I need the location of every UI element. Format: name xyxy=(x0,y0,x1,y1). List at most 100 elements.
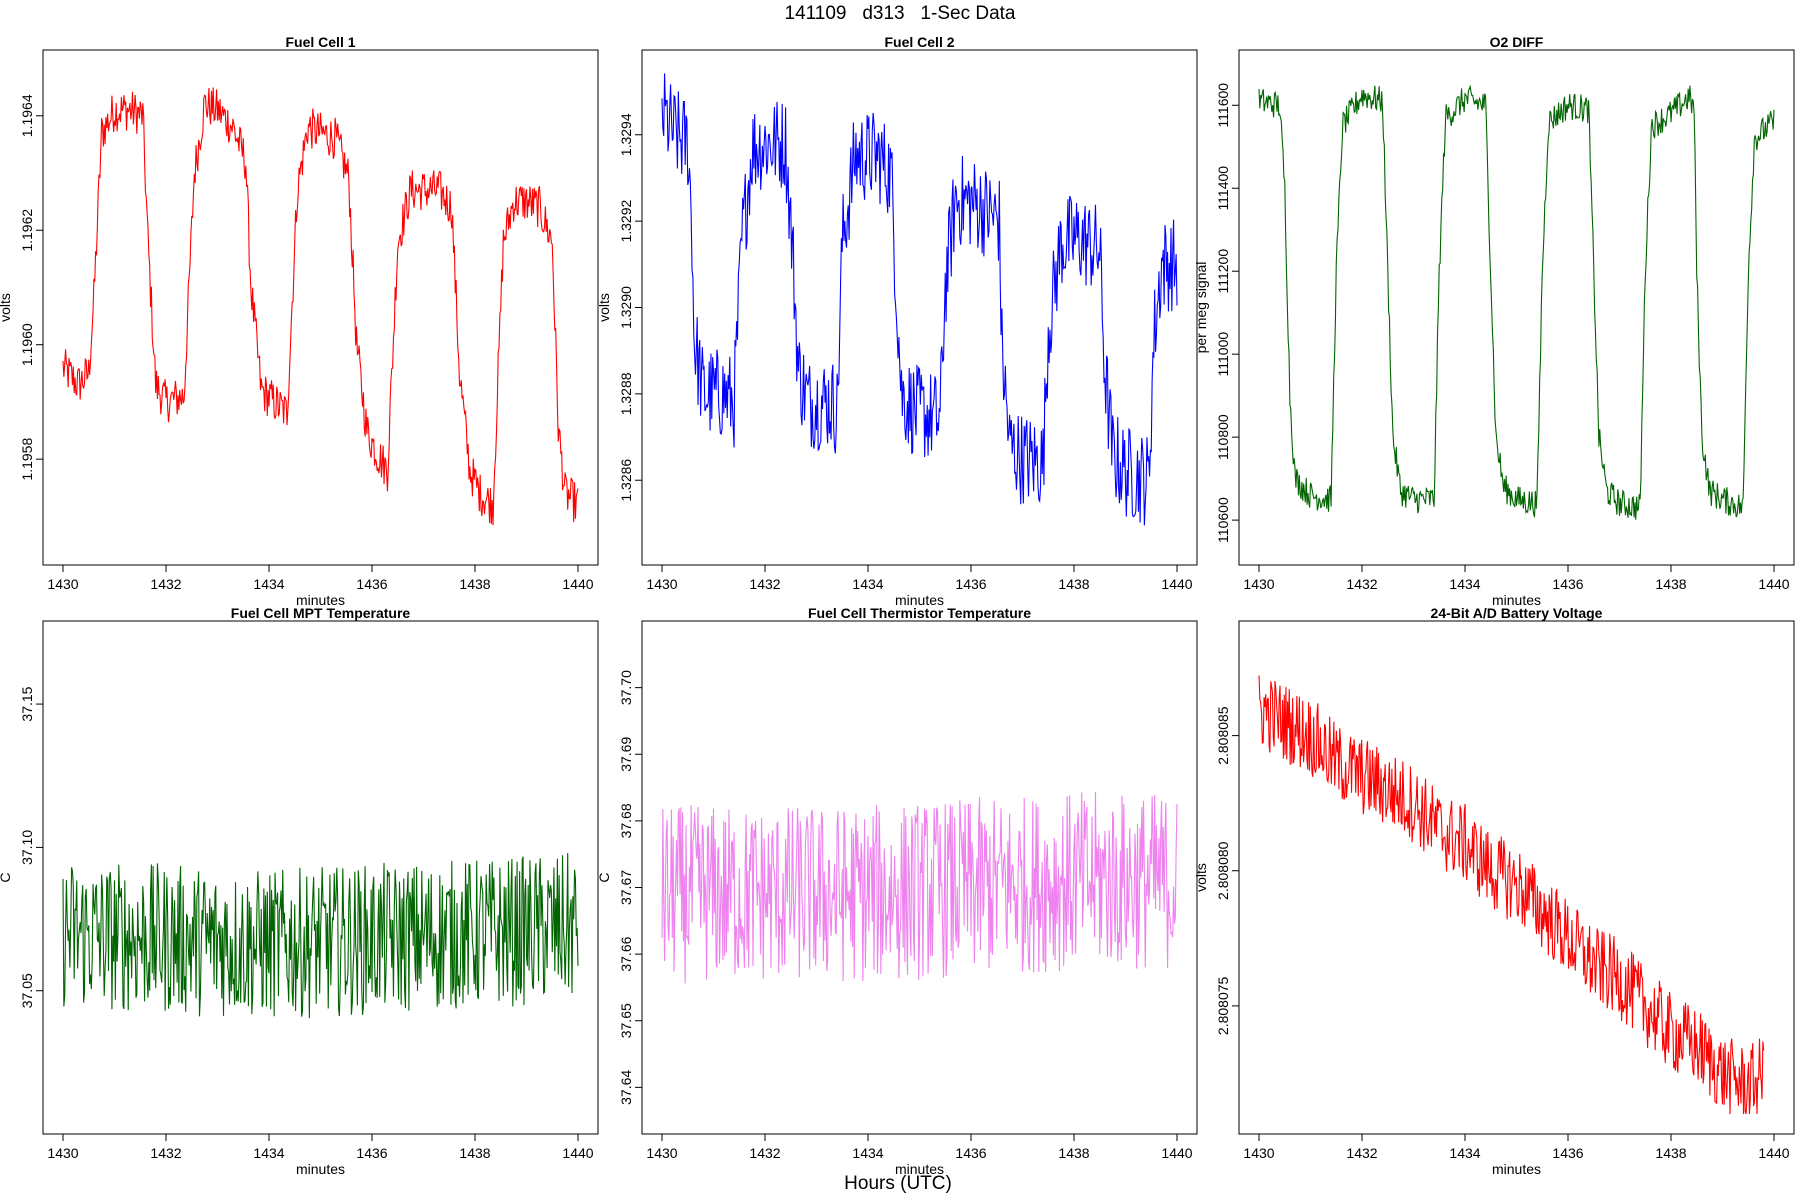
chart-5-ytick-label: 37.64 xyxy=(618,1070,634,1105)
chart-6-frame xyxy=(1238,620,1795,1135)
chart-6-ytick-label: 2.808075 xyxy=(1215,976,1231,1035)
chart-6-xtick-label: 1436 xyxy=(1552,1145,1583,1161)
chart-6-series-line xyxy=(1258,675,1765,1115)
chart-3-ytick-label: 110800 xyxy=(1215,414,1231,460)
chart-1: Fuel Cell 1 1430 1432 1434 1436 1438 1440 minut… xyxy=(0,34,599,608)
chart-5-ytick-label: 37.70 xyxy=(618,670,634,705)
outer-x-label: Hours (UTC) xyxy=(844,1173,952,1194)
chart-3-ytick-label: 111200 xyxy=(1215,249,1231,294)
chart-3-ytick-label: 111600 xyxy=(1215,83,1231,128)
chart-4-series-line xyxy=(62,853,579,1019)
chart-5-xtick-label: 1436 xyxy=(955,1145,986,1161)
chart-3-xtick-label: 1430 xyxy=(1243,576,1274,592)
chart-3-xlabel: minutes xyxy=(1492,592,1541,608)
chart-3-xtick-label: 1438 xyxy=(1655,576,1686,592)
chart-4-ytick-label: 37.10 xyxy=(19,830,35,865)
chart-6-xtick-label: 1430 xyxy=(1243,1145,1274,1161)
chart-3-ylabel: per meg signal xyxy=(1193,262,1209,354)
chart-2-xlabel: minutes xyxy=(895,592,944,608)
chart-4-frame xyxy=(42,620,599,1135)
chart-1-series-line xyxy=(62,87,579,526)
chart-2-xtick-label: 1438 xyxy=(1058,576,1089,592)
chart-3-title: O2 DIFF xyxy=(1490,34,1544,50)
chart-3-frame xyxy=(1238,49,1795,566)
chart-6-xtick-label: 1432 xyxy=(1346,1145,1377,1161)
chart-1-xtick-label: 1436 xyxy=(356,576,387,592)
chart-4-xtick-label: 1432 xyxy=(150,1145,181,1161)
chart-5-ytick-label: 37.66 xyxy=(618,936,634,971)
chart-3-xtick-label: 1440 xyxy=(1758,576,1789,592)
chart-5-ytick-label: 37.69 xyxy=(618,737,634,772)
chart-5: Fuel Cell Thermistor Temperature 1430 1432… xyxy=(596,605,1198,1177)
chart-6-ytick-label: 2.808085 xyxy=(1215,706,1231,765)
chart-4-xlabel: minutes xyxy=(296,1161,345,1177)
chart-6-title: 24-Bit A/D Battery Voltage xyxy=(1431,605,1603,621)
chart-6-xtick-label: 1440 xyxy=(1758,1145,1789,1161)
chart-4: Fuel Cell MPT Temperature 1430 1432 1434 143… xyxy=(0,605,599,1177)
chart-1-xtick-label: 1432 xyxy=(150,576,181,592)
chart-3: O2 DIFF 1430 1432 1434 1436 1438 1440 minutes 11… xyxy=(1193,34,1795,608)
chart-3-xtick-label: 1434 xyxy=(1449,576,1480,592)
chart-5-ytick-label: 37.65 xyxy=(618,1003,634,1038)
chart-1-xtick-label: 1430 xyxy=(47,576,78,592)
chart-3-xtick-label: 1432 xyxy=(1346,576,1377,592)
chart-2-ytick-label: 1.3288 xyxy=(618,372,634,415)
chart-6-xtick-label: 1438 xyxy=(1655,1145,1686,1161)
chart-panels: Fuel Cell 1 1430 1432 1434 1436 1438 1440 minut… xyxy=(0,34,1795,1177)
chart-4-xtick-label: 1434 xyxy=(253,1145,284,1161)
chart-2-ytick-label: 1.3294 xyxy=(618,113,634,156)
chart-1-ytick-label: 1.1960 xyxy=(19,323,35,366)
chart-2-title: Fuel Cell 2 xyxy=(884,34,954,50)
chart-4-xtick-label: 1438 xyxy=(459,1145,490,1161)
chart-6-ylabel: volts xyxy=(1193,863,1209,892)
chart-1-ytick-label: 1.1958 xyxy=(19,438,35,481)
chart-5-xlabel: minutes xyxy=(895,1161,944,1177)
chart-2-ylabel: volts xyxy=(596,293,612,322)
chart-1-xtick-label: 1434 xyxy=(253,576,284,592)
chart-5-series-line xyxy=(661,791,1178,984)
chart-5-xtick-label: 1440 xyxy=(1161,1145,1192,1161)
chart-2-ytick-label: 1.3286 xyxy=(618,459,634,502)
chart-1-title: Fuel Cell 1 xyxy=(285,34,355,50)
chart-5-ytick-label: 37.68 xyxy=(618,803,634,838)
chart-5-xtick-label: 1438 xyxy=(1058,1145,1089,1161)
chart-6-xtick-label: 1434 xyxy=(1449,1145,1480,1161)
chart-6-ytick-label: 2.808080 xyxy=(1215,841,1231,900)
chart-2: Fuel Cell 2 1430 1432 1434 1436 1438 1440 minut… xyxy=(596,34,1198,608)
chart-5-ytick-label: 37.67 xyxy=(618,870,634,905)
chart-1-ytick-label: 1.1962 xyxy=(19,209,35,252)
chart-1-frame xyxy=(42,49,599,566)
chart-1-ytick-label: 1.1964 xyxy=(19,94,35,137)
chart-2-ytick-label: 1.3290 xyxy=(618,286,634,329)
chart-4-ytick-label: 37.15 xyxy=(19,686,35,721)
chart-2-series-line xyxy=(661,73,1178,526)
chart-6: 24-Bit A/D Battery Voltage 1430 1432 1434 14… xyxy=(1193,605,1795,1177)
chart-3-ytick-label: 111400 xyxy=(1215,166,1231,211)
chart-5-xtick-label: 1434 xyxy=(852,1145,883,1161)
chart-5-ylabel: C xyxy=(596,872,612,882)
chart-1-xtick-label: 1438 xyxy=(459,576,490,592)
chart-4-ytick-label: 37.05 xyxy=(19,973,35,1008)
chart-3-ytick-label: 111000 xyxy=(1215,332,1231,377)
chart-5-xtick-label: 1430 xyxy=(646,1145,677,1161)
chart-3-ytick-label: 110600 xyxy=(1215,497,1231,543)
chart-3-series-line xyxy=(1258,84,1775,520)
chart-6-xlabel: minutes xyxy=(1492,1161,1541,1177)
chart-2-xtick-label: 1432 xyxy=(749,576,780,592)
chart-4-xtick-label: 1430 xyxy=(47,1145,78,1161)
chart-1-ylabel: volts xyxy=(0,293,13,322)
chart-1-xtick-label: 1440 xyxy=(562,576,593,592)
chart-2-ytick-label: 1.3292 xyxy=(618,200,634,243)
chart-5-xtick-label: 1432 xyxy=(749,1145,780,1161)
chart-4-xtick-label: 1440 xyxy=(562,1145,593,1161)
chart-5-title: Fuel Cell Thermistor Temperature xyxy=(808,605,1031,621)
chart-5-frame xyxy=(641,620,1198,1135)
chart-2-xtick-label: 1440 xyxy=(1161,576,1192,592)
chart-2-xtick-label: 1430 xyxy=(646,576,677,592)
chart-2-xtick-label: 1434 xyxy=(852,576,883,592)
chart-1-xlabel: minutes xyxy=(296,592,345,608)
chart-4-xtick-label: 1436 xyxy=(356,1145,387,1161)
chart-4-ylabel: C xyxy=(0,872,13,882)
